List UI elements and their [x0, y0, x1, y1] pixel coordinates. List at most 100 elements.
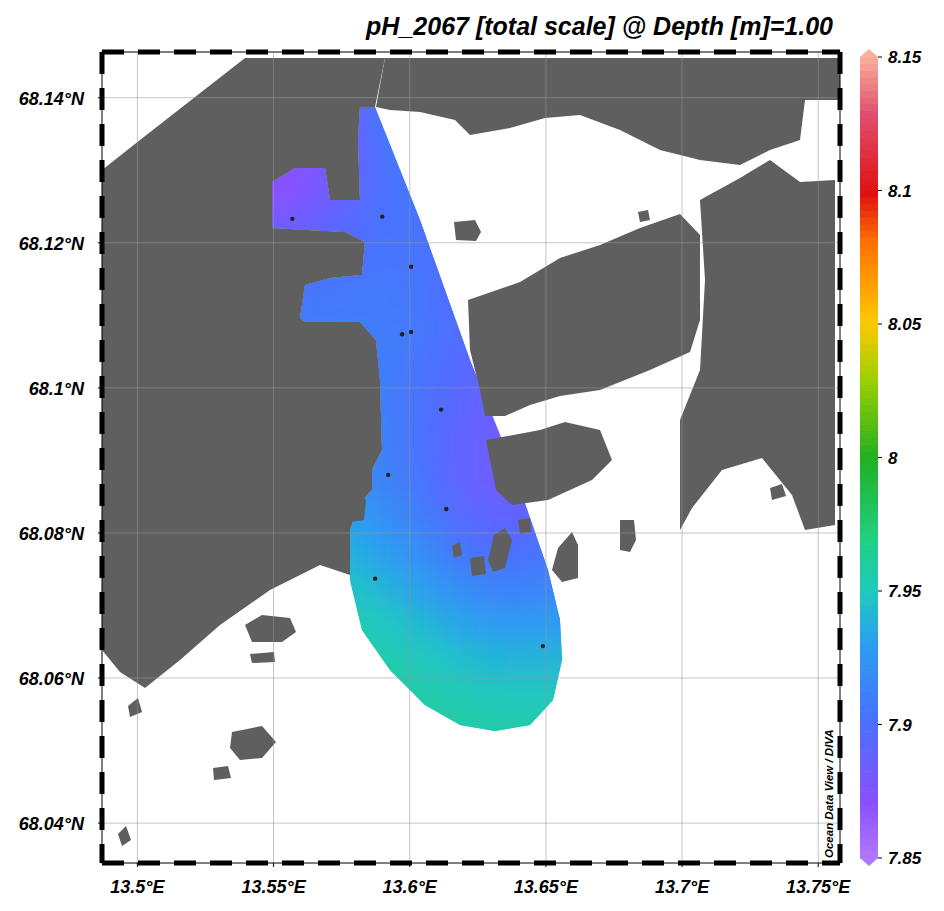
- colorbar-step: [860, 718, 878, 725]
- field-cell-smooth: [342, 642, 370, 679]
- colorbar-step: [860, 104, 878, 111]
- colorbar-step: [860, 264, 878, 271]
- field-cell-smooth: [560, 170, 588, 207]
- field-cell: [423, 170, 451, 207]
- tick-label-x: 13.65°E: [514, 877, 579, 897]
- land-polygon: [620, 520, 636, 552]
- field-cell: [423, 605, 451, 642]
- colorbar-step: [860, 204, 878, 211]
- station: [380, 214, 384, 218]
- colorbar-min-arrow: [860, 858, 878, 866]
- field-cell: [423, 497, 451, 534]
- colorbar-step: [860, 424, 878, 431]
- field-cell-smooth: [423, 460, 451, 497]
- field-cell: [560, 497, 588, 534]
- field-cell: [314, 279, 342, 316]
- field-cell: [423, 279, 451, 316]
- land-polygon: [128, 698, 142, 717]
- field-cell: [369, 569, 397, 606]
- land-polygon: [766, 418, 777, 432]
- colorbar-step: [860, 224, 878, 231]
- colorbar: 7.857.97.9588.058.18.15: [860, 48, 922, 868]
- field-cell-smooth: [423, 533, 451, 570]
- field-cell-smooth: [451, 134, 479, 171]
- land-polygon: [552, 532, 578, 582]
- tick-x: [273, 863, 274, 867]
- frame-dashes: [102, 52, 840, 863]
- field-cell: [451, 134, 479, 171]
- tick-label-y: 68.08°N: [19, 524, 85, 544]
- field-cell-smooth: [369, 497, 397, 534]
- colorbar-step: [860, 658, 878, 665]
- field-cell-smooth: [478, 497, 506, 534]
- field-cell: [369, 678, 397, 715]
- field-cell-smooth: [423, 714, 451, 751]
- land-polygon: [250, 652, 275, 663]
- colorbar-tick-label: 8.1: [888, 182, 912, 201]
- field-cell: [342, 279, 370, 316]
- field-cell-smooth: [342, 605, 370, 642]
- land-polygon: [102, 58, 385, 688]
- colorbar-step: [860, 704, 878, 711]
- land-polygon: [230, 726, 276, 760]
- field-cell-smooth: [369, 678, 397, 715]
- colorbar-step: [860, 271, 878, 278]
- station: [409, 330, 413, 334]
- field-cell-smooth: [342, 714, 370, 751]
- colorbar-step: [860, 818, 878, 825]
- grid-line-x: [545, 52, 546, 863]
- land-polygon: [488, 528, 512, 572]
- colorbar-step: [860, 184, 878, 191]
- land-polygon: [454, 220, 481, 241]
- colorbar-step: [860, 791, 878, 798]
- colorbar-step: [860, 110, 878, 117]
- field-cell-smooth: [451, 678, 479, 715]
- colorbar-tick-label: 8: [888, 449, 898, 468]
- field-cell-smooth: [342, 678, 370, 715]
- colorbar-step: [860, 251, 878, 258]
- field-cell-smooth: [505, 605, 533, 642]
- field-cell-smooth: [423, 352, 451, 389]
- colorbar-step: [860, 631, 878, 638]
- colorbar-step: [860, 304, 878, 311]
- colorbar-tick: [878, 591, 882, 592]
- field-cell: [451, 714, 479, 751]
- colorbar-tick: [878, 724, 882, 725]
- field-cell: [287, 642, 315, 679]
- grid-line-y: [102, 823, 840, 824]
- colorbar-step: [860, 337, 878, 344]
- field-cell-smooth: [478, 170, 506, 207]
- land-polygon: [376, 58, 840, 165]
- field-cell: [423, 424, 451, 461]
- colorbar-step: [860, 364, 878, 371]
- field-cell-smooth: [451, 424, 479, 461]
- colorbar-step: [860, 758, 878, 765]
- field-cell: [342, 678, 370, 715]
- title: pH_2067 [total scale] @ Depth [m]=1.00: [365, 12, 833, 40]
- colorbar-step: [860, 751, 878, 758]
- colorbar-tick-label: 8.05: [888, 315, 922, 334]
- field-cell: [314, 678, 342, 715]
- field-cell: [505, 678, 533, 715]
- colorbar-step: [860, 851, 878, 858]
- station: [409, 265, 413, 269]
- grid-line-x: [682, 52, 683, 863]
- field-cell: [451, 460, 479, 497]
- colorbar-step: [860, 765, 878, 772]
- colorbar-step: [860, 678, 878, 685]
- colorbar-tick: [878, 190, 882, 191]
- field-cell: [342, 642, 370, 679]
- colorbar-step: [860, 444, 878, 451]
- stations: [290, 214, 545, 648]
- field-cell: [451, 497, 479, 534]
- colorbar-tick-label: 7.95: [888, 582, 922, 601]
- field-cell-smooth: [478, 678, 506, 715]
- field-cell: [423, 714, 451, 751]
- land-polygon: [452, 542, 462, 558]
- colorbar-step: [860, 130, 878, 137]
- field-cell-smooth: [478, 243, 506, 280]
- field-cell-smooth: [369, 207, 397, 244]
- field-cell: [560, 714, 588, 751]
- grid: [102, 52, 840, 863]
- field-cell-smooth: [369, 279, 397, 316]
